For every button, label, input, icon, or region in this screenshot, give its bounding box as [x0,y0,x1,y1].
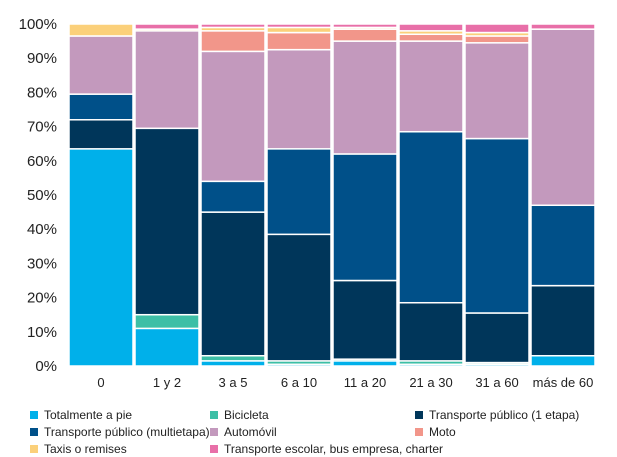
legend-swatch [30,411,38,419]
y-tick-label: 40% [27,221,57,238]
bar-segment [530,23,596,30]
legend-item: Transporte público (multietapa) [30,424,210,440]
x-tick-label: 21 a 30 [409,375,452,390]
bar-segment [68,148,134,367]
legend-item: Totalmente a pie [30,407,210,423]
x-tick-label: más de 60 [533,375,594,390]
bar-segment [530,354,596,367]
y-tick-label: 70% [27,119,57,136]
bar-segment [266,233,332,362]
x-tick-label: 31 a 60 [475,375,518,390]
y-tick-label: 30% [27,255,57,272]
bar-segment [200,211,266,357]
bar-segment [266,23,332,29]
bar-segment [266,26,332,34]
bar-segment [332,40,398,155]
bar-segment [398,23,464,32]
legend-label: Moto [429,425,456,439]
legend-label: Taxis o remises [44,442,127,456]
bar-segment [68,35,134,95]
legend-item: Taxis o remises [30,441,210,457]
legend-label: Automóvil [224,425,277,439]
legend-swatch [210,445,218,453]
bar-segment [332,28,398,42]
bar-segment [530,284,596,357]
legend-swatch [30,428,38,436]
legend-label: Totalmente a pie [44,408,133,422]
x-tick-label: 1 y 2 [153,375,181,390]
bar-segment [68,23,134,37]
legend-label: Transporte público (multietapa) [44,425,210,439]
legend-item: Moto [415,424,610,440]
bar-segment [398,130,464,304]
bar-segment [200,50,266,183]
y-axis: 0% 10% 20% 30% 40% 50% 60% 70% 80% 90% 100% [19,16,57,375]
y-tick-label: 50% [27,187,57,204]
legend-item: Transporte público (1 etapa) [415,407,610,423]
bar-segment [134,127,200,316]
bar-segment [464,23,530,34]
legend-label: Bicicleta [224,408,269,422]
x-tick-label: 3 a 5 [219,375,248,390]
bar-segment [134,30,200,130]
legend-swatch [415,428,423,436]
legend-swatch [210,428,218,436]
y-tick-label: 10% [27,324,57,341]
legend: Totalmente a pie Bicicleta Transporte públ… [30,407,610,457]
bar-segment [398,40,464,133]
y-tick-label: 60% [27,153,57,170]
legend-swatch [210,411,218,419]
bar-segment [266,148,332,236]
y-tick-label: 100% [19,16,57,33]
bar-segment [134,313,200,330]
plot-area [68,23,596,367]
bar-segment [332,279,398,360]
bar-segment [464,312,530,364]
legend-swatch [30,445,38,453]
bar-segment [200,30,266,53]
x-tick-label: 11 a 20 [344,375,386,390]
x-tick-label: 6 a 10 [281,375,317,390]
bar-segment [398,301,464,362]
legend-item: Transporte escolar, bus empresa, charter [210,441,443,457]
bar-segment [464,137,530,314]
stacked-bar-chart: 0% 10% 20% 30% 40% 50% 60% 70% 80% 90% 100% 0 1 y 2… [19,16,596,390]
bar-segment [134,23,200,30]
bar-segment [68,93,134,121]
bar-segment [530,28,596,207]
x-tick-label: 0 [97,375,104,390]
bar-segment [266,31,332,51]
legend-item: Automóvil [210,424,415,440]
y-tick-label: 0% [35,358,57,375]
legend-swatch [415,411,423,419]
bar-segment [398,33,464,42]
bar-segment [134,327,200,367]
bar-segment [332,360,398,367]
y-tick-label: 80% [27,84,57,101]
bar-segment [266,48,332,150]
bar-segment [464,35,530,44]
bar-segment [200,360,266,367]
y-tick-label: 20% [27,290,57,307]
y-tick-label: 90% [27,50,57,67]
legend-item: Bicicleta [210,407,415,423]
legend-label: Transporte escolar, bus empresa, charter [224,442,443,456]
bar-segment [200,180,266,213]
bar-segment [68,119,134,150]
bar-segment [200,354,266,362]
legend-label: Transporte público (1 etapa) [429,408,580,422]
bar-segment [332,153,398,282]
bar-segment [530,204,596,287]
bar-segment [464,42,530,140]
x-axis: 0 1 y 2 3 a 5 6 a 10 11 a 20 21 a 30 31 a 60 má… [97,375,593,390]
bar-segment [200,23,266,29]
bar-segment [332,23,398,29]
